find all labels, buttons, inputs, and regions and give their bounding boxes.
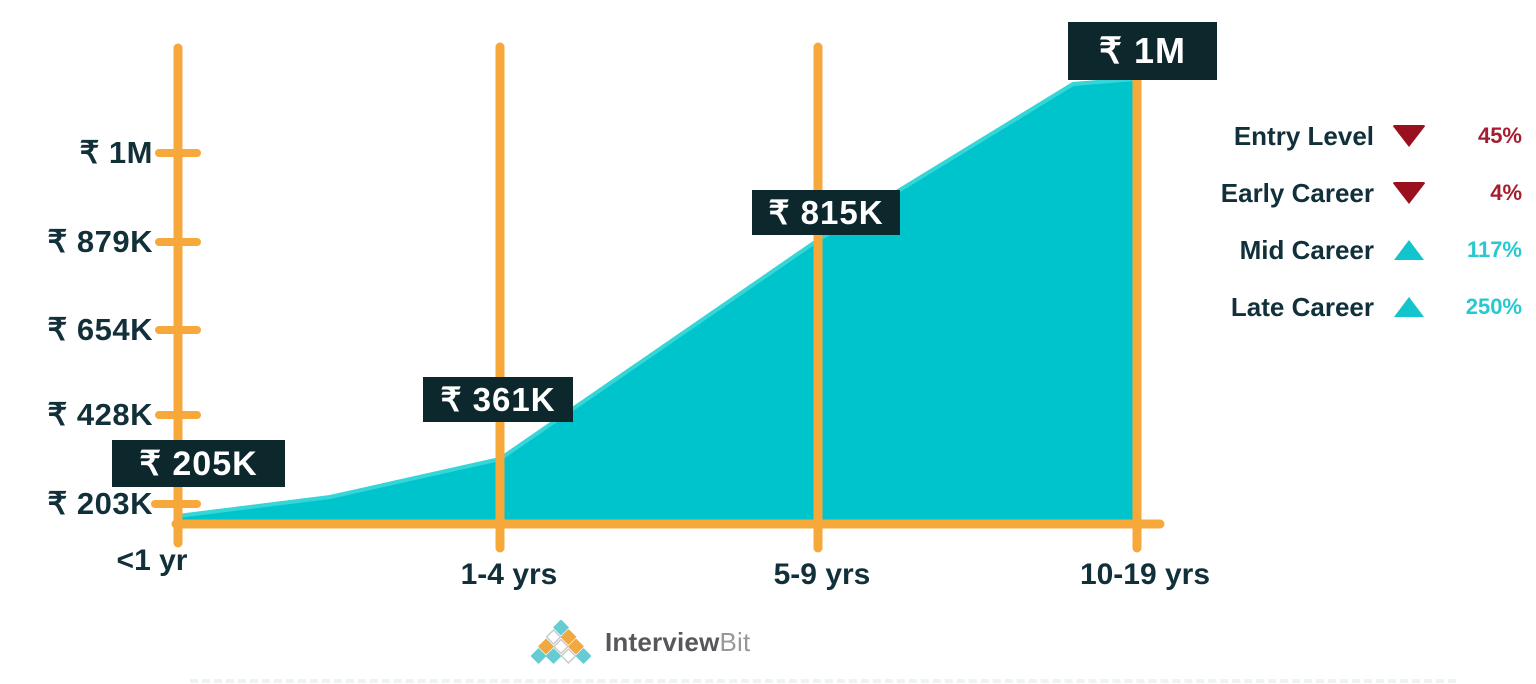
y-tick-label: ₹ 428K [47, 397, 153, 432]
legend-percent: 45% [1477, 123, 1522, 148]
legend-label: Entry Level [1233, 120, 1374, 151]
y-tick-label: ₹ 879K [47, 224, 153, 259]
interviewbit-pyramid-icon [531, 619, 592, 664]
y-tick-label: ₹ 1M [79, 135, 153, 170]
triangle-down-icon [1374, 182, 1444, 204]
legend-percent: 117% [1466, 237, 1522, 262]
value-label-205k: ₹ 205K [112, 440, 285, 487]
legend-row-late-career: Late Career 250% [1212, 287, 1522, 327]
interviewbit-logo: InterviewBit [531, 619, 750, 665]
legend-row-early-career: Early Career 4% [1212, 173, 1522, 213]
legend-row-mid-career: Mid Career 117% [1212, 230, 1522, 270]
bottom-dashed-divider [190, 679, 1456, 683]
legend-row-entry-level: Entry Level 45% [1212, 116, 1522, 156]
triangle-up-icon [1374, 297, 1444, 317]
legend-percent: 4% [1490, 180, 1522, 205]
y-tick-label: ₹ 654K [47, 312, 153, 347]
salary-area-topline [176, 77, 1137, 518]
legend-label: Late Career [1230, 291, 1374, 322]
logo-text-secondary: Bit [719, 626, 751, 657]
legend-label: Mid Career [1239, 234, 1374, 265]
legend-label: Early Career [1220, 177, 1374, 208]
triangle-down-icon [1374, 125, 1444, 147]
value-label-815k: ₹ 815K [752, 190, 900, 235]
logo-text-primary: Interview [605, 626, 720, 657]
value-label-361k: ₹ 361K [423, 377, 573, 422]
salary-area-shape [178, 79, 1135, 523]
x-category-label: 5-9 yrs [773, 558, 871, 591]
x-category-label: <1 yr [116, 544, 188, 577]
triangle-up-icon [1374, 240, 1444, 260]
legend-percent: 250% [1465, 294, 1522, 319]
legend: Entry Level 45% Early Career 4% Mid Care… [1212, 116, 1522, 344]
interviewbit-wordmark: InterviewBit [605, 627, 750, 658]
y-tick-label: ₹ 203K [47, 486, 153, 521]
value-label-1m: ₹ 1M [1068, 22, 1217, 80]
x-category-label: 10-19 yrs [1079, 558, 1211, 591]
x-category-label: 1-4 yrs [460, 558, 558, 591]
